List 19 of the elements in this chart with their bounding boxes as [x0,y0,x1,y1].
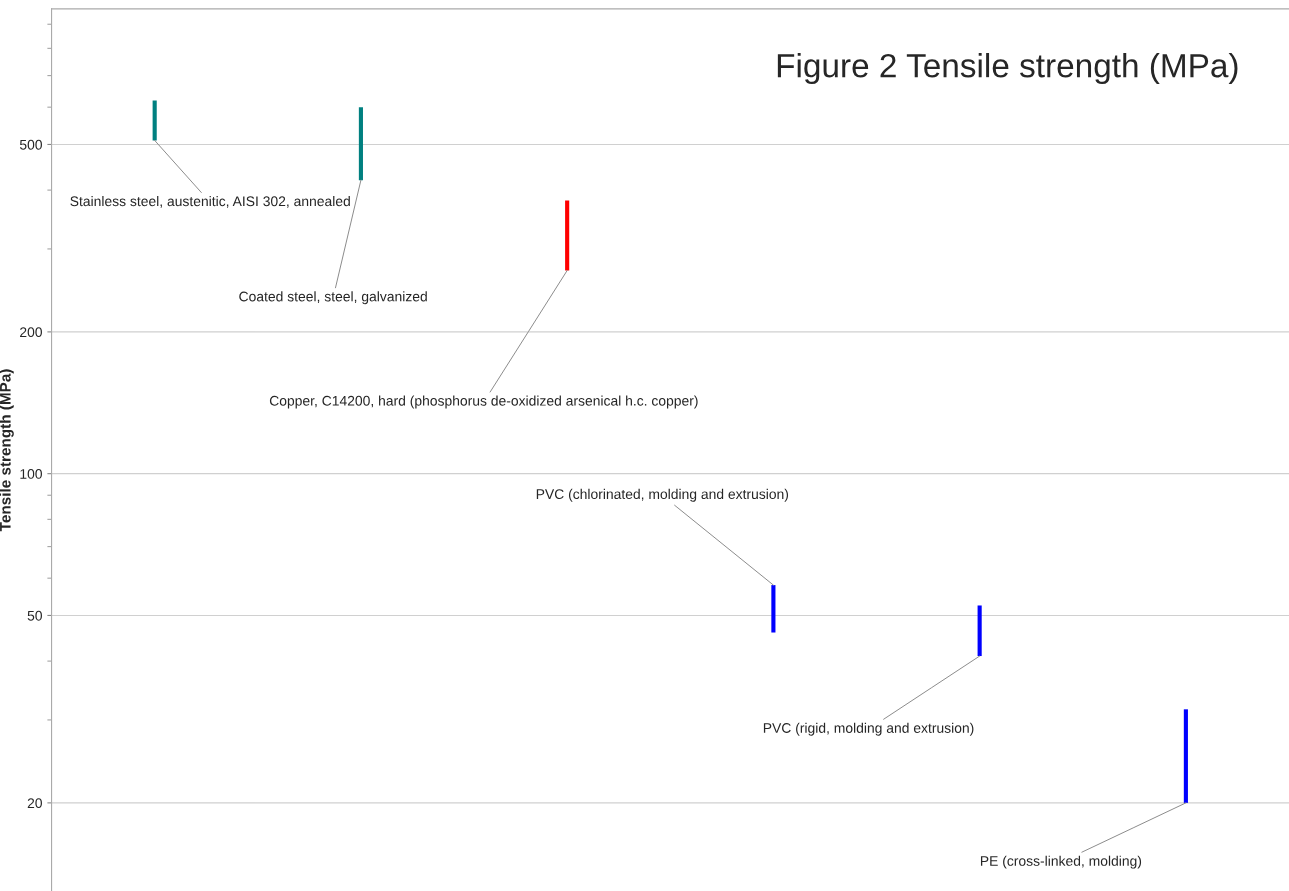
bar [152,100,157,141]
bar [1183,709,1188,803]
annotation: Stainless steel, austenitic, AISI 302, annealed [70,195,350,208]
annotation: PE (cross-linked, molding) [980,855,1142,869]
y-axis-title: Tensile strength (MPa) [0,369,14,532]
bar [771,585,776,633]
y-tick-label: 100 [20,469,42,479]
y-tick-label: 50 [27,610,42,621]
annotation: Copper, C14200, hard (phosphorus de-oxidized arsenical h.c. copper) [269,395,698,409]
bar [565,200,570,271]
y-tick-label: 500 [19,139,42,150]
bar [977,605,982,657]
y-tick-label: 200 [20,327,42,338]
y-tick-label: 20 [27,798,42,809]
annotation: PVC (rigid, molding and extrusion) [763,722,974,736]
text: Figure 2 Tensile strength (MPa) [777,53,1238,85]
annotation: Coated steel, steel, galvanized [239,291,427,305]
bar [358,107,363,181]
annotation: PVC (chlorinated, molding and extrusion) [536,488,789,502]
